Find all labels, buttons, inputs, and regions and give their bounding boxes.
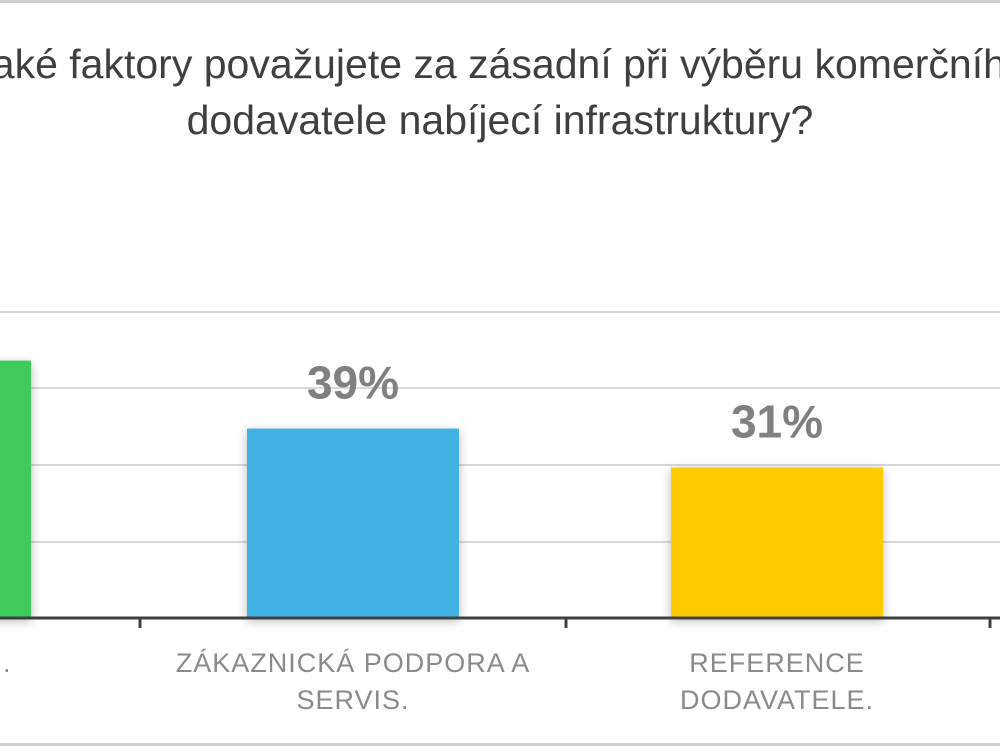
chart-title-line-1: Jaké faktory považujete za zásadní při v… [0,41,1000,87]
category-label-2-line-2: SERVIS. [296,685,409,715]
category-label-3-line-1: REFERENCE [689,648,865,678]
chart-title: Jaké faktory považujete za zásadní při v… [0,36,1000,148]
category-label-1-line-1: . [3,648,12,678]
data-label-2: 39% [307,357,399,409]
data-label-3: 31% [731,395,823,447]
category-label-3-line-2: DODAVATELE. [680,685,874,715]
bar-1 [0,360,31,618]
category-label-2-line-1: ZÁKAZNICKÁ PODPORA A [176,648,531,678]
bar-3 [671,467,883,618]
chart-title-line-2: dodavatele nabíjecí infrastruktury? [186,97,814,143]
bar-2 [247,428,459,618]
